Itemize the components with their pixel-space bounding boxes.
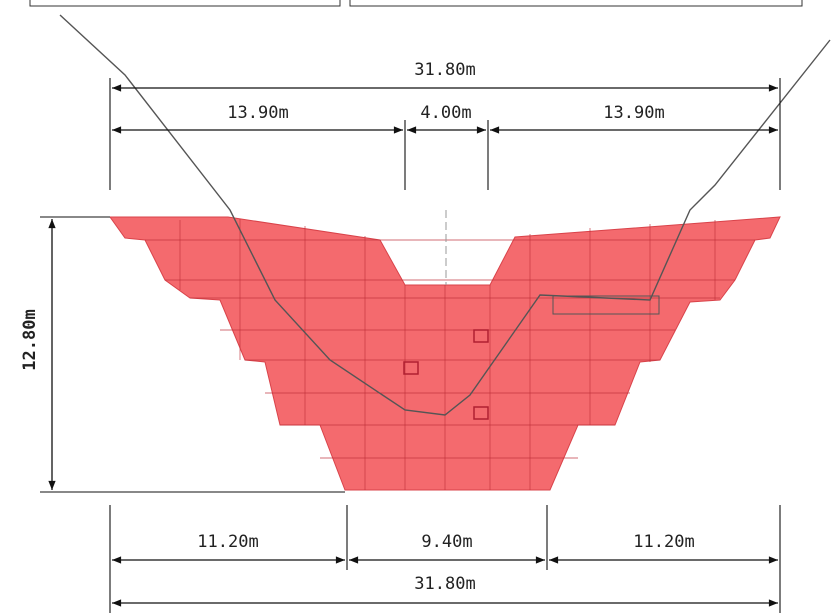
- dim-label: 4.00m: [420, 103, 471, 123]
- dim-label: 13.90m: [227, 103, 288, 123]
- block-grid: [145, 210, 755, 490]
- dim-label: 31.80m: [414, 60, 475, 80]
- dim-label: 11.20m: [197, 532, 258, 552]
- dim-label: 13.90m: [603, 103, 664, 123]
- dim-label: 12.80m: [20, 309, 40, 370]
- frame-box: [29, 0, 341, 7]
- frame-box: [349, 0, 803, 7]
- dim-label: 11.20m: [633, 532, 694, 552]
- dim-label: 31.80m: [414, 574, 475, 594]
- dimension-lines: [40, 78, 781, 613]
- dim-label: 9.40m: [421, 532, 472, 552]
- terrain-line: [59, 14, 831, 416]
